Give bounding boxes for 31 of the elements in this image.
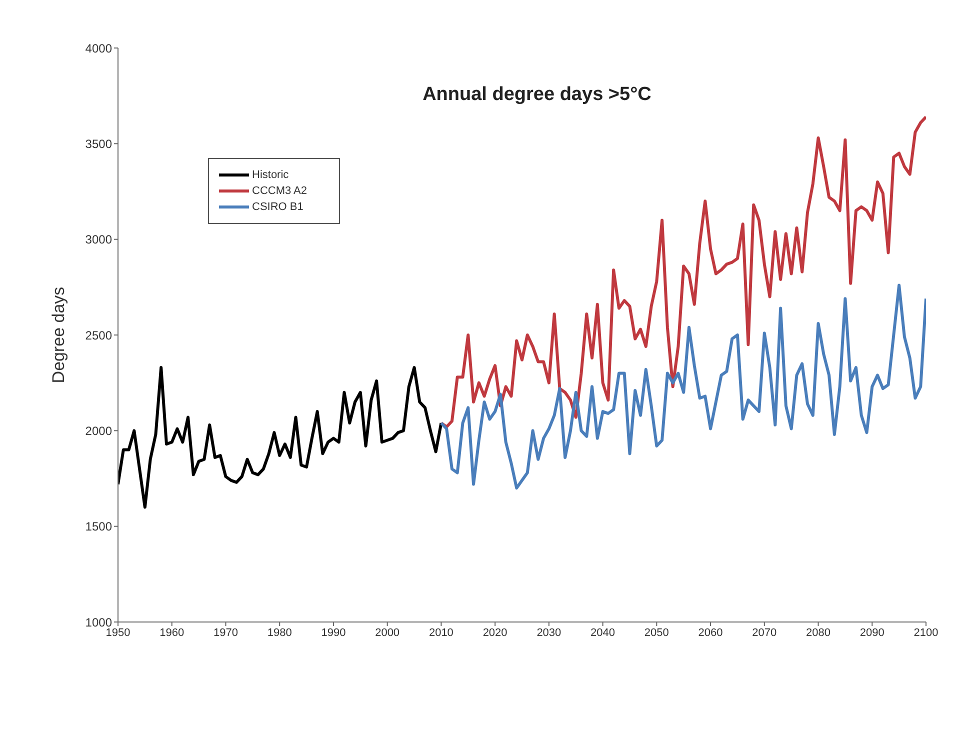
x-tick-label: 1950 bbox=[106, 626, 130, 639]
y-axis-title: Degree days bbox=[49, 286, 68, 384]
x-tick-label: 1980 bbox=[267, 626, 292, 639]
y-tick-label: 2500 bbox=[85, 328, 112, 342]
x-tick-label: 2060 bbox=[698, 626, 723, 639]
y-tick-label: 3500 bbox=[85, 136, 112, 151]
y-tick-label: 1000 bbox=[85, 615, 112, 630]
x-tick-label: 1990 bbox=[321, 626, 346, 639]
x-tick-label: 2040 bbox=[590, 626, 616, 639]
x-tick-label: 2020 bbox=[482, 626, 508, 639]
y-tick-label: 4000 bbox=[85, 41, 112, 56]
x-tick-label: 2090 bbox=[860, 626, 884, 639]
x-tick-label: 1970 bbox=[213, 626, 238, 639]
legend-label: Historic bbox=[252, 169, 289, 181]
legend-label: CSIRO B1 bbox=[252, 201, 304, 213]
y-tick-label: 1500 bbox=[85, 520, 112, 534]
x-tick-label: 1960 bbox=[160, 626, 184, 639]
x-tick-label: 2100 bbox=[914, 626, 938, 639]
x-tick-label: 2050 bbox=[644, 626, 669, 639]
x-tick-label: 2080 bbox=[806, 626, 831, 639]
x-tick-label: 2030 bbox=[536, 626, 562, 639]
line-series bbox=[440, 284, 926, 490]
y-tick-label: 3000 bbox=[85, 232, 112, 247]
x-tick-label: 2070 bbox=[752, 626, 777, 639]
x-tick-label: 2010 bbox=[428, 626, 454, 639]
y-tick-label: 2000 bbox=[85, 424, 112, 438]
text: Annual degree days >5°C bbox=[422, 84, 652, 106]
legend-label: CCCM3 A2 bbox=[252, 185, 308, 197]
line-series bbox=[440, 115, 926, 428]
x-tick-label: 2000 bbox=[375, 626, 400, 639]
line-series bbox=[118, 366, 443, 509]
